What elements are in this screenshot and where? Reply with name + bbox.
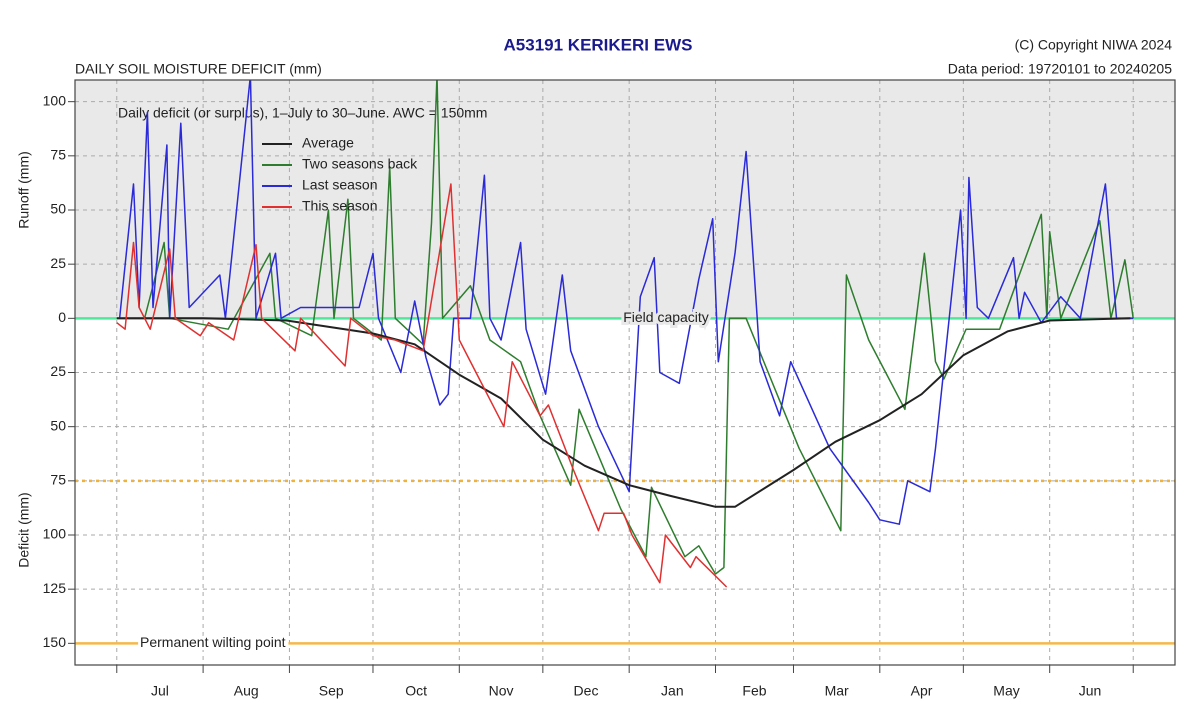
x-tick-label: Dec xyxy=(574,683,599,699)
y-tick-label: 25 xyxy=(50,363,66,379)
x-tick-label: Oct xyxy=(405,683,427,699)
copyright: (C) Copyright NIWA 2024 xyxy=(1015,37,1173,53)
y-axis-title: Deficit (mm) xyxy=(16,492,32,567)
y-tick-label: 100 xyxy=(43,92,67,108)
x-tick-label: Feb xyxy=(742,683,766,699)
y-tick-label: 0 xyxy=(58,309,66,325)
y-tick-label: 75 xyxy=(50,147,66,163)
chart-title: A53191 KERIKERI EWS xyxy=(504,35,693,54)
y-tick-label: 50 xyxy=(50,201,66,217)
x-tick-label: Jan xyxy=(661,683,684,699)
x-tick-label: May xyxy=(993,683,1019,699)
x-tick-label: Jul xyxy=(151,683,169,699)
x-tick-label: Aug xyxy=(234,683,259,699)
reference-label: Field capacity xyxy=(623,309,709,325)
x-tick-label: Jun xyxy=(1079,683,1102,699)
legend-label: Average xyxy=(302,135,354,151)
y-tick-label: 75 xyxy=(50,472,66,488)
y-tick-label: 150 xyxy=(43,634,67,650)
x-tick-label: Apr xyxy=(911,683,933,699)
legend-label: This season xyxy=(302,198,377,214)
legend-label: Two seasons back xyxy=(302,156,418,172)
data-period: Data period: 19720101 to 20240205 xyxy=(948,61,1172,77)
series-line xyxy=(116,317,1131,508)
series-line xyxy=(116,183,728,588)
y-tick-label: 100 xyxy=(43,526,67,542)
plot-frame xyxy=(74,79,1176,666)
series-line xyxy=(118,80,1134,525)
legend-label: Last season xyxy=(302,177,378,193)
x-tick-label: Nov xyxy=(489,683,514,699)
series-layer xyxy=(116,80,1134,588)
plot: 100 75 50 25 0 25 50 75 100 125 150 Jul Aug Sep Oct Nov… xyxy=(43,79,1176,699)
x-tick-label: Mar xyxy=(825,683,849,699)
chart-subtitle: DAILY SOIL MOISTURE DEFICIT (mm) xyxy=(75,61,322,77)
y-tick-label: 50 xyxy=(50,417,66,433)
reference-label: Permanent wilting point xyxy=(140,634,286,650)
y-axis-title: Runoff (mm) xyxy=(16,151,32,229)
y-tick-label: 25 xyxy=(50,255,66,271)
y-tick-label: 125 xyxy=(43,580,67,596)
annotation: Daily deficit (or surplus), 1–July to 30… xyxy=(118,105,487,121)
series-line xyxy=(116,80,1134,575)
x-tick-label: Sep xyxy=(319,683,344,699)
